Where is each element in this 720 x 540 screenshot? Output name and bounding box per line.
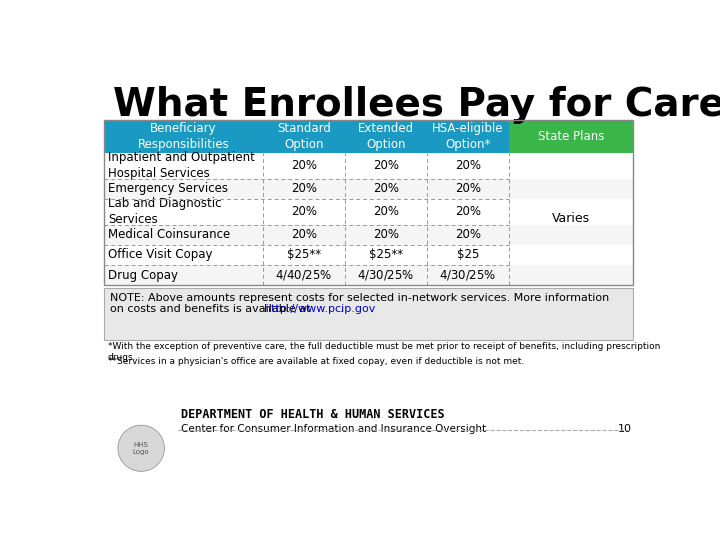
Text: Office Visit Copay: Office Visit Copay (108, 248, 212, 261)
Text: $4/$40/25%: $4/$40/25% (275, 268, 333, 282)
Text: Varies: Varies (552, 212, 590, 225)
Text: Medical Coinsurance: Medical Coinsurance (108, 228, 230, 241)
Text: 20%: 20% (373, 228, 399, 241)
Text: Emergency Services: Emergency Services (108, 183, 228, 195)
Text: 20%: 20% (291, 205, 317, 218)
Bar (263, 120, 345, 153)
Text: 20%: 20% (373, 183, 399, 195)
Text: 10: 10 (618, 424, 631, 434)
Text: $25: $25 (456, 248, 479, 261)
Bar (104, 153, 634, 179)
Text: Center for Consumer Information and Insurance Oversight: Center for Consumer Information and Insu… (181, 424, 487, 434)
Text: NOTE: Above amounts represent costs for selected in-network services. More infor: NOTE: Above amounts represent costs for … (110, 294, 609, 303)
Bar (104, 245, 634, 265)
Text: http://www.pcip.gov: http://www.pcip.gov (264, 304, 375, 314)
Text: *With the exception of preventive care, the full deductible must be met prior to: *With the exception of preventive care, … (108, 342, 660, 362)
Text: Drug Copay: Drug Copay (108, 268, 178, 281)
Text: Standard
Option: Standard Option (276, 122, 330, 151)
Circle shape (118, 425, 164, 471)
Text: HSA-eligible
Option*: HSA-eligible Option* (432, 122, 503, 151)
Text: Lab and Diagnostic
Services: Lab and Diagnostic Services (108, 197, 221, 226)
Text: What Enrollees Pay for Care: What Enrollees Pay for Care (113, 86, 720, 124)
Text: 20%: 20% (455, 228, 481, 241)
Text: .: . (340, 304, 343, 314)
Bar (104, 199, 634, 225)
Text: $25**: $25** (287, 248, 321, 261)
Text: $4/$30/25%: $4/$30/25% (357, 268, 415, 282)
Bar (345, 120, 427, 153)
Text: 20%: 20% (455, 159, 481, 172)
Text: 20%: 20% (291, 183, 317, 195)
Text: HHS
Logo: HHS Logo (132, 442, 150, 455)
Text: 20%: 20% (291, 159, 317, 172)
Text: **Services in a physician's office are available at fixed copay, even if deducti: **Services in a physician's office are a… (108, 357, 524, 367)
Text: 20%: 20% (455, 183, 481, 195)
Text: 20%: 20% (291, 228, 317, 241)
Text: $4/$30/25%: $4/$30/25% (439, 268, 497, 282)
Text: DEPARTMENT OF HEALTH & HUMAN SERVICES: DEPARTMENT OF HEALTH & HUMAN SERVICES (181, 408, 445, 421)
Text: 20%: 20% (373, 205, 399, 218)
Text: Extended
Option: Extended Option (358, 122, 414, 151)
Bar (104, 120, 634, 285)
Text: Beneficiary
Responsibilities: Beneficiary Responsibilities (138, 122, 229, 151)
Text: 20%: 20% (373, 159, 399, 172)
Bar (104, 120, 263, 153)
Text: $25**: $25** (369, 248, 403, 261)
Text: State Plans: State Plans (538, 130, 604, 143)
Bar (104, 288, 634, 340)
Text: Inpatient and Outpatient
Hospital Services: Inpatient and Outpatient Hospital Servic… (108, 151, 255, 180)
Text: on costs and benefits is available at: on costs and benefits is available at (110, 304, 314, 314)
Bar (427, 120, 509, 153)
Bar (104, 225, 634, 245)
Bar (104, 265, 634, 285)
Text: 20%: 20% (455, 205, 481, 218)
Bar (509, 120, 634, 153)
Bar (104, 179, 634, 199)
